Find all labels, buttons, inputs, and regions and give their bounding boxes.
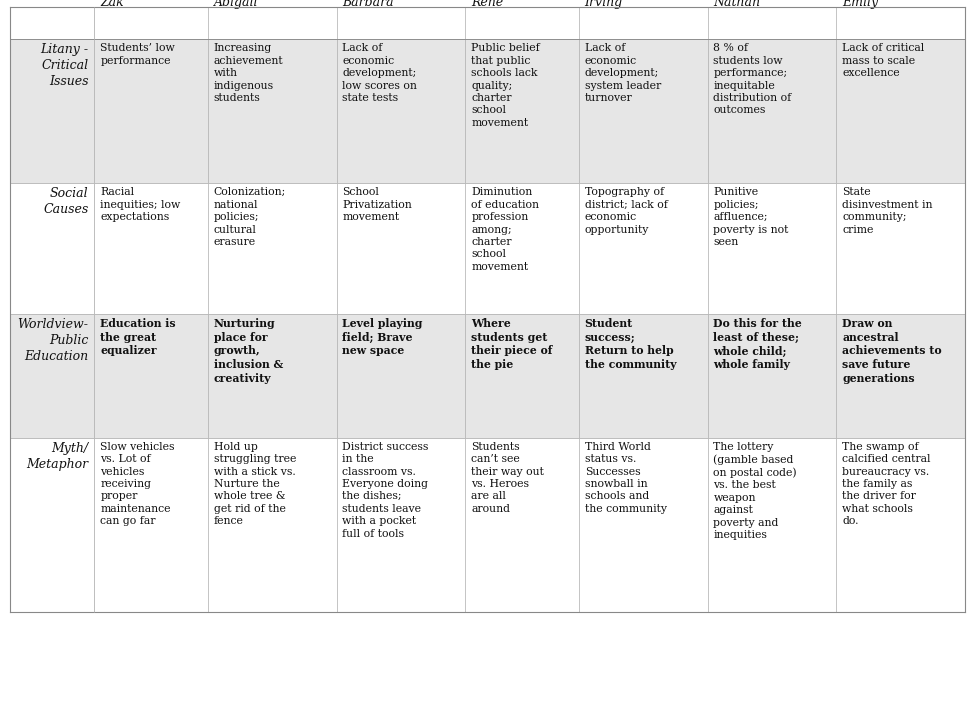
Bar	[10, 7, 95, 39]
Bar	[708, 437, 837, 612]
Bar	[10, 437, 95, 612]
Text: Lack of
economic
development;
low scores on
state tests: Lack of economic development; low scores…	[342, 44, 417, 103]
Text: Zak: Zak	[100, 0, 124, 9]
Bar	[336, 314, 465, 437]
Bar	[95, 39, 208, 183]
Bar	[336, 183, 465, 314]
Bar	[10, 39, 95, 183]
Text: Irving: Irving	[585, 0, 623, 9]
Text: Slow vehicles
vs. Lot of
vehicles
receiving
proper
maintenance
can go far: Slow vehicles vs. Lot of vehicles receiv…	[100, 441, 175, 526]
Bar	[579, 314, 708, 437]
Bar	[95, 7, 208, 39]
Text: Abigail: Abigail	[214, 0, 258, 9]
Text: Litany -
Critical
Issues: Litany - Critical Issues	[40, 44, 89, 89]
Text: Emily: Emily	[842, 0, 878, 9]
Text: The lottery
(gamble based
on postal code)
vs. the best
weapon
against
poverty an: The lottery (gamble based on postal code…	[714, 441, 798, 540]
Bar	[208, 183, 336, 314]
Text: Hold up
struggling tree
with a stick vs.
Nurture the
whole tree &
get rid of the: Hold up struggling tree with a stick vs.…	[214, 441, 296, 526]
Text: Lack of critical
mass to scale
excellence: Lack of critical mass to scale excellenc…	[842, 44, 924, 78]
Bar	[465, 437, 579, 612]
Bar	[208, 39, 336, 183]
Text: Student
success;
Return to help
the community: Student success; Return to help the comm…	[585, 318, 677, 370]
Bar	[465, 183, 579, 314]
Bar	[579, 183, 708, 314]
Text: State
disinvestment in
community;
crime: State disinvestment in community; crime	[842, 187, 933, 235]
Bar	[708, 39, 837, 183]
Bar	[579, 437, 708, 612]
Bar	[465, 314, 579, 437]
Bar	[837, 437, 965, 612]
Text: Nurturing
place for
growth,
inclusion &
creativity: Nurturing place for growth, inclusion & …	[214, 318, 283, 384]
Bar	[837, 183, 965, 314]
Text: Level playing
field; Brave
new space: Level playing field; Brave new space	[342, 318, 423, 356]
Bar	[465, 7, 579, 39]
Text: Students
can’t see
their way out
vs. Heroes
are all
around: Students can’t see their way out vs. Her…	[471, 441, 544, 514]
Text: Education is
the great
equalizer: Education is the great equalizer	[100, 318, 176, 356]
Bar	[10, 183, 95, 314]
Bar	[336, 437, 465, 612]
Bar	[95, 183, 208, 314]
Bar	[837, 7, 965, 39]
Text: Third World
status vs.
Successes
snowball in
schools and
the community: Third World status vs. Successes snowbal…	[585, 441, 667, 514]
Text: Increasing
achievement
with
indigenous
students: Increasing achievement with indigenous s…	[214, 44, 284, 103]
Bar	[208, 437, 336, 612]
Text: Topography of
district; lack of
economic
opportunity: Topography of district; lack of economic…	[585, 187, 668, 235]
Text: Diminution
of education
profession
among;
charter
school
movement: Diminution of education profession among…	[471, 187, 539, 272]
Text: Do this for the
least of these;
whole child;
whole family: Do this for the least of these; whole ch…	[714, 318, 802, 370]
Text: Colonization;
national
policies;
cultural
erasure: Colonization; national policies; cultura…	[214, 187, 286, 247]
Text: Myth/
Metaphor: Myth/ Metaphor	[26, 441, 89, 471]
Text: Students’ low
performance: Students’ low performance	[100, 44, 175, 66]
Text: The swamp of
calcified central
bureaucracy vs.
the family as
the driver for
what: The swamp of calcified central bureaucra…	[842, 441, 931, 526]
Text: Racial
inequities; low
expectations: Racial inequities; low expectations	[100, 187, 180, 222]
Bar	[10, 314, 95, 437]
Bar	[208, 314, 336, 437]
Text: Where
students get
their piece of
the pie: Where students get their piece of the pi…	[471, 318, 553, 370]
Bar	[708, 183, 837, 314]
Text: District success
in the
classroom vs.
Everyone doing
the dishes;
students leave
: District success in the classroom vs. Ev…	[342, 441, 429, 538]
Text: Public belief
that public
schools lack
quality;
charter
school
movement: Public belief that public schools lack q…	[471, 44, 540, 128]
Text: School
Privatization
movement: School Privatization movement	[342, 187, 412, 222]
Bar	[837, 39, 965, 183]
Bar	[208, 7, 336, 39]
Text: Rene: Rene	[471, 0, 503, 9]
Bar	[579, 39, 708, 183]
Text: Social
Causes: Social Causes	[43, 187, 89, 217]
Bar	[708, 7, 837, 39]
Text: Worldview-
Public
Education: Worldview- Public Education	[18, 318, 89, 363]
Bar	[837, 314, 965, 437]
Text: Barbara: Barbara	[342, 0, 394, 9]
Bar	[336, 7, 465, 39]
Text: 8 % of
students low
performance;
inequitable
distribution of
outcomes: 8 % of students low performance; inequit…	[714, 44, 792, 115]
Bar	[708, 314, 837, 437]
Bar	[95, 314, 208, 437]
Text: Punitive
policies;
affluence;
poverty is not
seen: Punitive policies; affluence; poverty is…	[714, 187, 789, 247]
Text: Lack of
economic
development;
system leader
turnover: Lack of economic development; system lea…	[585, 44, 661, 103]
Text: Nathan: Nathan	[714, 0, 760, 9]
Bar	[465, 39, 579, 183]
Bar	[579, 7, 708, 39]
Text: Draw on
ancestral
achievements to
save future
generations: Draw on ancestral achievements to save f…	[842, 318, 942, 384]
Bar	[336, 39, 465, 183]
Bar	[95, 437, 208, 612]
